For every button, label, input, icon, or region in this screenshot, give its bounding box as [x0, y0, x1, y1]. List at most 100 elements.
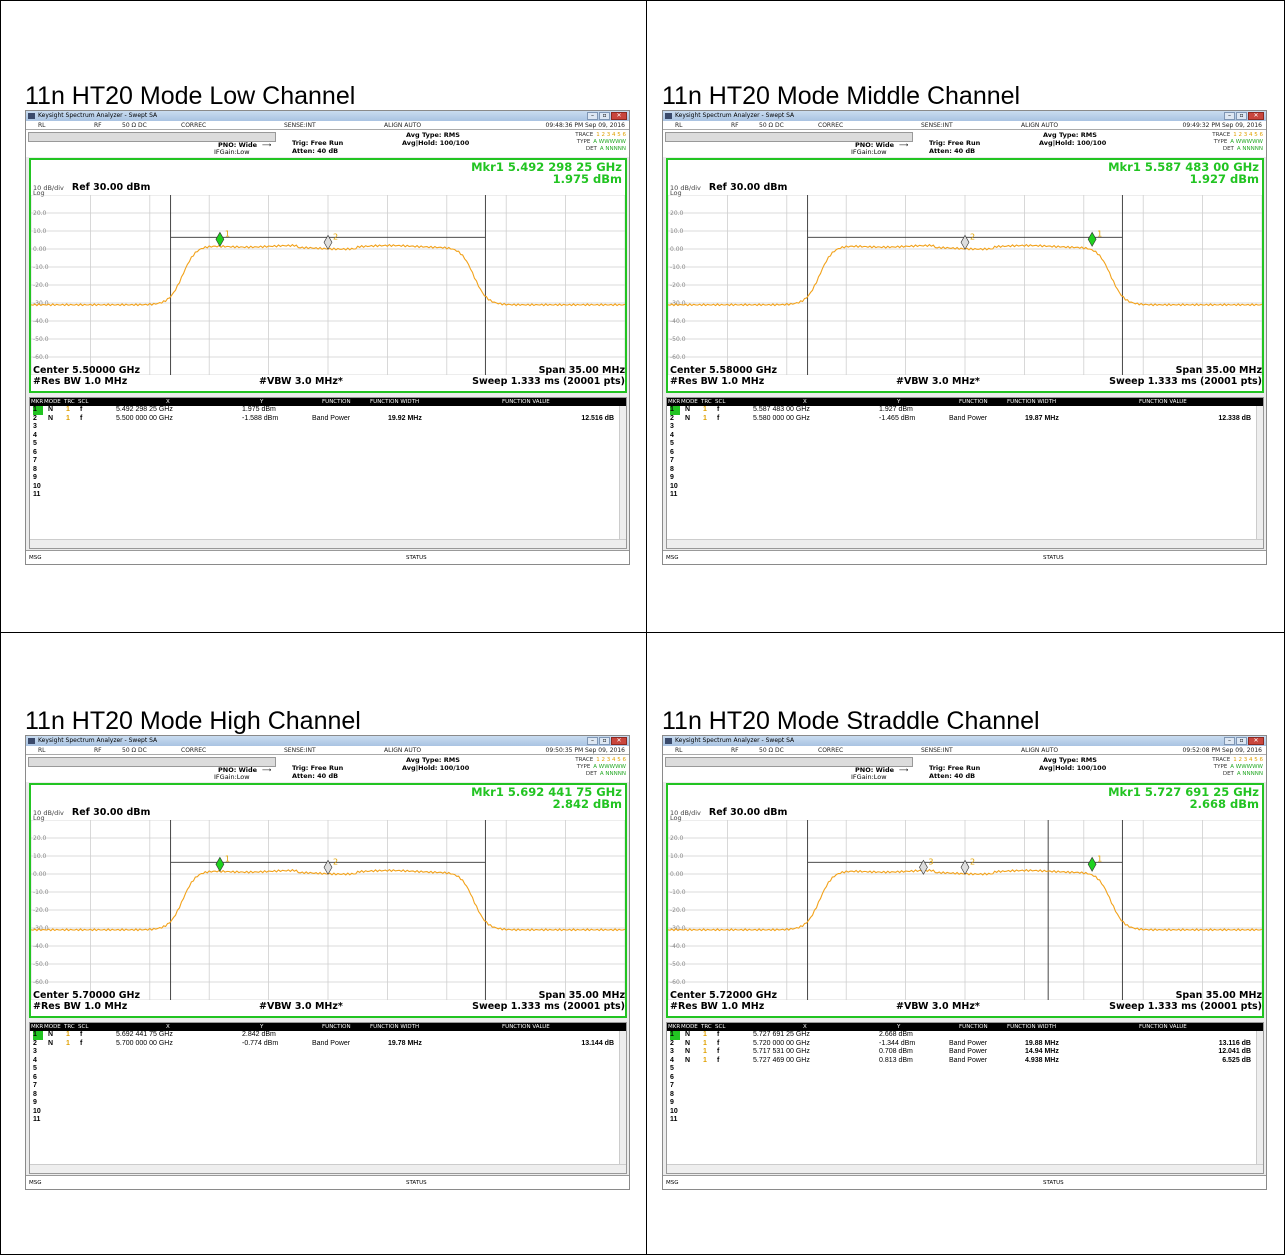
table-row[interactable]: 10 — [30, 1108, 626, 1117]
window-titlebar[interactable]: Keysight Spectrum Analyzer - Swept SA – ▫ ✕ — [663, 736, 1266, 746]
close-button[interactable]: ✕ — [611, 737, 627, 745]
marker-table: MKR MODE TRC SCL X Y FUNCTION FUNCTION WIDTH FUN… — [29, 397, 627, 549]
row-scale: f — [717, 1031, 720, 1038]
table-row[interactable]: 10 — [667, 1108, 1263, 1117]
horizontal-scrollbar[interactable] — [667, 539, 1263, 548]
table-row[interactable]: 5 — [667, 1065, 1263, 1074]
vertical-scrollbar[interactable] — [1256, 1031, 1263, 1165]
table-row[interactable]: 11 — [667, 1116, 1263, 1125]
marker-table: MKR MODE TRC SCL X Y FUNCTION FUNCTION WIDTH FUN… — [666, 397, 1264, 549]
table-row[interactable]: 4 — [30, 432, 626, 441]
horizontal-scrollbar[interactable] — [667, 1164, 1263, 1173]
table-row[interactable]: 7 — [667, 457, 1263, 466]
y-tick-label: 10.0 — [670, 853, 684, 860]
row-x: 5.500 000 00 GHz — [116, 414, 173, 422]
table-row[interactable]: 1 N 1 f 5.492 298 25 GHz 1.975 dBm — [30, 406, 626, 415]
trace-header: TRACE 1 2 3 4 5 6 TYPE A WWWWW DET A NNNNN — [575, 757, 626, 778]
table-row[interactable]: 11 — [30, 1116, 626, 1125]
row-number: 6 — [33, 448, 37, 456]
table-row[interactable]: 2 N 1 f 5.500 000 00 GHz -1.588 dBm Band Power… — [30, 415, 626, 424]
table-row[interactable]: 3 — [30, 1048, 626, 1057]
table-row[interactable]: 8 — [30, 466, 626, 475]
marker-2[interactable]: 2 — [960, 857, 975, 875]
marker-2[interactable]: 2 — [323, 232, 338, 250]
row-trace: 1 — [703, 406, 707, 413]
window-titlebar[interactable]: Keysight Spectrum Analyzer - Swept SA – ▫ ✕ — [26, 736, 629, 746]
maximize-button[interactable]: ▫ — [1236, 112, 1247, 120]
minimize-button[interactable]: – — [1224, 737, 1235, 745]
column-header: MODE — [681, 1024, 698, 1030]
table-row[interactable]: 10 — [30, 483, 626, 492]
table-row[interactable]: 9 — [30, 474, 626, 483]
window-titlebar[interactable]: Keysight Spectrum Analyzer - Swept SA – ▫ ✕ — [663, 111, 1266, 121]
table-row[interactable]: 6 — [667, 1074, 1263, 1083]
table-row[interactable]: 2 N 1 f 5.700 000 00 GHz -0.774 dBm Band Power… — [30, 1040, 626, 1049]
table-row[interactable]: 8 — [30, 1091, 626, 1100]
marker-3[interactable]: 3 — [919, 857, 934, 875]
column-header: TRC — [64, 1024, 75, 1030]
table-row[interactable]: 7 — [30, 1082, 626, 1091]
table-row[interactable]: 8 — [667, 466, 1263, 475]
marker-1[interactable]: 1 — [1087, 854, 1102, 872]
table-row[interactable]: 3 — [667, 423, 1263, 432]
row-y: -1.465 dBm — [879, 414, 916, 422]
close-button[interactable]: ✕ — [1248, 112, 1264, 120]
input-box[interactable] — [665, 132, 913, 142]
table-row[interactable]: 9 — [667, 474, 1263, 483]
table-row[interactable]: 1 N 1 f 5.587 483 00 GHz 1.927 dBm — [667, 406, 1263, 415]
vertical-scrollbar[interactable] — [619, 406, 626, 540]
input-box[interactable] — [28, 757, 276, 767]
table-row[interactable]: 10 — [667, 483, 1263, 492]
table-row[interactable]: 11 — [667, 491, 1263, 500]
maximize-button[interactable]: ▫ — [599, 737, 610, 745]
column-header: MKR — [668, 1024, 681, 1030]
input-box[interactable] — [665, 757, 913, 767]
table-row[interactable]: 5 — [667, 440, 1263, 449]
vertical-scrollbar[interactable] — [619, 1031, 626, 1165]
status-correc: CORREC — [181, 747, 207, 754]
table-row[interactable]: 8 — [667, 1091, 1263, 1100]
horizontal-scrollbar[interactable] — [30, 539, 626, 548]
table-row[interactable]: 4 N 1 f 5.727 469 00 GHz 0.813 dBm Band Power 4… — [667, 1057, 1263, 1066]
row-trace: 1 — [703, 1048, 707, 1055]
table-row[interactable]: 11 — [30, 491, 626, 500]
window-titlebar[interactable]: Keysight Spectrum Analyzer - Swept SA – ▫ ✕ — [26, 111, 629, 121]
marker-frequency: Mkr1 5.692 441 75 GHz — [471, 785, 622, 799]
close-button[interactable]: ✕ — [1248, 737, 1264, 745]
table-row[interactable]: 3 — [30, 423, 626, 432]
table-row[interactable]: 9 — [30, 1099, 626, 1108]
input-box[interactable] — [28, 132, 276, 142]
marker-1[interactable]: 1 — [215, 229, 230, 247]
row-number: 4 — [670, 1056, 674, 1064]
table-row[interactable]: 6 — [30, 1074, 626, 1083]
minimize-button[interactable]: – — [1224, 112, 1235, 120]
table-row[interactable]: 6 — [667, 449, 1263, 458]
table-row[interactable]: 4 — [667, 432, 1263, 441]
window-title: Keysight Spectrum Analyzer - Swept SA — [675, 112, 795, 119]
table-row[interactable]: 7 — [667, 1082, 1263, 1091]
table-row[interactable]: 3 N 1 f 5.717 531 00 GHz 0.708 dBm Band Power 1… — [667, 1048, 1263, 1057]
marker-1[interactable]: 1 — [215, 854, 230, 872]
table-row[interactable]: 7 — [30, 457, 626, 466]
marker-2[interactable]: 2 — [323, 857, 338, 875]
horizontal-scrollbar[interactable] — [30, 1164, 626, 1173]
table-row[interactable]: 6 — [30, 449, 626, 458]
marker-1[interactable]: 1 — [1087, 229, 1102, 247]
table-row[interactable]: 1 N 1 f 5.727 691 25 GHz 2.668 dBm — [667, 1031, 1263, 1040]
table-header: MKR MODE TRC SCL X Y FUNCTION FUNCTION WIDTH FUN… — [667, 398, 1263, 406]
table-row[interactable]: 5 — [30, 1065, 626, 1074]
marker-2[interactable]: 2 — [960, 232, 975, 250]
minimize-button[interactable]: – — [587, 112, 598, 120]
maximize-button[interactable]: ▫ — [1236, 737, 1247, 745]
table-row[interactable]: 5 — [30, 440, 626, 449]
maximize-button[interactable]: ▫ — [599, 112, 610, 120]
table-row[interactable]: 9 — [667, 1099, 1263, 1108]
vertical-scrollbar[interactable] — [1256, 406, 1263, 540]
minimize-button[interactable]: – — [587, 737, 598, 745]
table-row[interactable]: 4 — [30, 1057, 626, 1066]
table-row[interactable]: 2 N 1 f 5.580 000 00 GHz -1.465 dBm Band Power… — [667, 415, 1263, 424]
table-row[interactable]: 1 N 1 f 5.692 441 75 GHz 2.842 dBm — [30, 1031, 626, 1040]
table-row[interactable]: 2 N 1 f 5.720 000 00 GHz -1.344 dBm Band Power… — [667, 1040, 1263, 1049]
row-function-value: 12.041 dB — [1218, 1048, 1251, 1055]
close-button[interactable]: ✕ — [611, 112, 627, 120]
